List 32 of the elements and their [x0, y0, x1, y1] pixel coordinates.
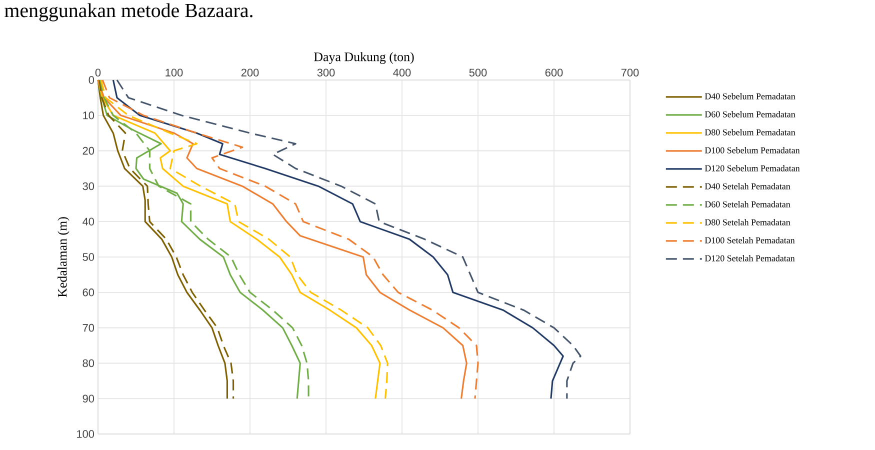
x-tick-label: 700: [621, 68, 639, 76]
y-tick-label: 40: [82, 218, 94, 226]
x-tick-label: 600: [545, 68, 563, 76]
x-tick-label: 0: [95, 68, 101, 76]
legend-label: D40 Setelah Pemadatan: [704, 183, 790, 190]
y-tick-label: 20: [82, 146, 94, 155]
legend-label: D60 Setelah Pemadatan: [704, 201, 790, 208]
legend-label: D60 Sebelum Pemadatan: [704, 111, 796, 118]
x-tick-label: 300: [317, 68, 335, 76]
x-tick-label: 100: [166, 68, 183, 76]
y-tick-label: 60: [82, 288, 94, 296]
y-tick-label: 0: [88, 76, 94, 84]
x-axis-title: Daya Dukung (ton): [314, 52, 414, 64]
y-tick-label: 80: [82, 359, 94, 368]
legend-label: D80 Setelah Pemadatan: [704, 219, 790, 226]
y-tick-label: 30: [82, 182, 94, 190]
y-tick-label: 100: [77, 430, 94, 438]
y-tick-label: 90: [82, 394, 94, 402]
legend-label: D40 Sebelum Pemadatan: [704, 93, 796, 100]
legend-label: D100 Sebelum Pemadatan: [704, 147, 800, 154]
y-tick-label: 50: [82, 253, 94, 261]
legend-label: D100 Setelah Pemadatan: [704, 237, 795, 244]
x-tick-label: 200: [241, 68, 259, 76]
legend-label: D80 Sebelum Pemadatan: [704, 129, 796, 136]
y-tick-label: 70: [82, 324, 94, 332]
text: menggunakan metode Bazaara.: [4, 3, 252, 22]
x-tick-label: 500: [469, 68, 487, 76]
x-tick-label: 400: [393, 68, 411, 76]
y-axis-title: Kedalaman (m): [58, 217, 70, 298]
legend-label: D120 Setelah Pemadatan: [704, 255, 795, 262]
legend-label: D120 Sebelum Pemadatan: [704, 165, 800, 172]
y-tick-label: 10: [83, 112, 94, 120]
